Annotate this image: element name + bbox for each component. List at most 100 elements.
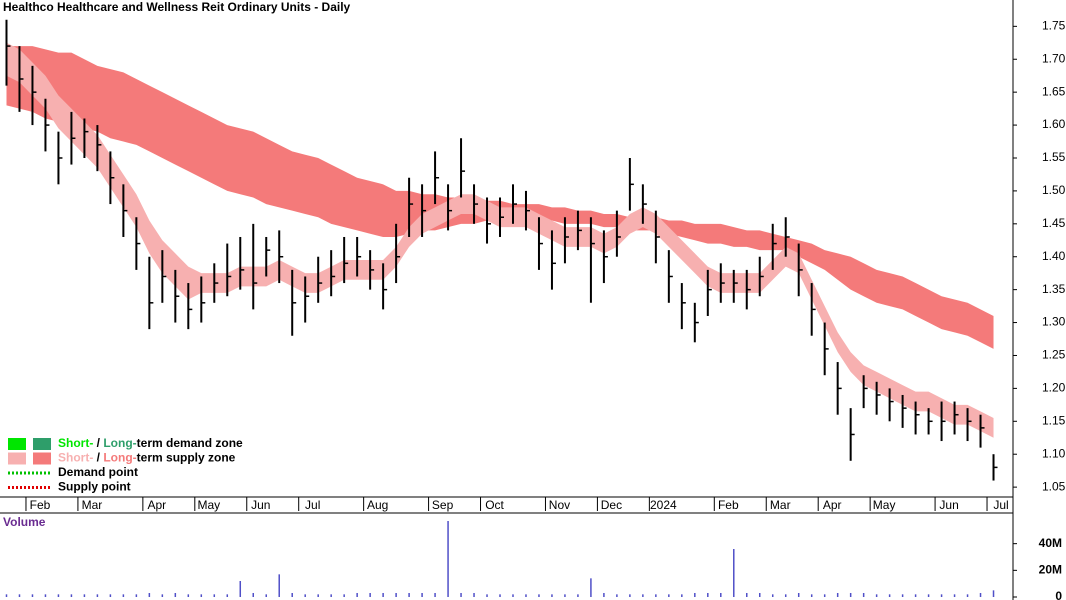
volume-bar — [849, 593, 852, 597]
x-tick-label: 2024 — [650, 498, 677, 512]
legend-part: Demand point — [58, 465, 138, 479]
volume-bar — [953, 594, 956, 597]
x-tick-label: Feb — [30, 498, 51, 512]
volume-bar — [564, 594, 566, 597]
volume-title: Volume — [3, 515, 46, 529]
x-tick-label: Jul — [993, 498, 1008, 512]
volume-bar — [109, 594, 112, 597]
legend-swatch — [8, 452, 26, 465]
y-tick-label: 1.20 — [1042, 381, 1066, 395]
volume-bar — [278, 574, 280, 597]
volume-bar — [486, 594, 488, 597]
x-tick-label: Oct — [485, 498, 504, 512]
volume-bar — [655, 594, 657, 597]
volume-bar — [914, 594, 917, 597]
volume-bar — [823, 594, 826, 597]
volume-bar — [421, 593, 423, 597]
volume-tick-label: 40M — [1039, 536, 1062, 550]
x-tick-label: Feb — [718, 498, 739, 512]
x-tick-label: Apr — [823, 498, 842, 512]
volume-bar — [304, 594, 306, 597]
volume-bar — [784, 594, 787, 597]
volume-bar — [512, 594, 514, 597]
volume-bar — [810, 594, 813, 597]
volume-bar — [57, 594, 60, 597]
legend-part: Long- — [103, 436, 136, 450]
volume-bar — [382, 593, 384, 597]
volume-bar — [629, 594, 631, 597]
x-tick-label: Dec — [601, 498, 622, 512]
legend-part: Long- — [103, 451, 136, 465]
volume-bar — [473, 593, 475, 597]
legend-label: Short- / Long-term supply zone — [58, 451, 236, 465]
x-tick-label: Mar — [82, 498, 103, 512]
y-tick-label: 1.30 — [1042, 315, 1066, 329]
y-tick-label: 1.75 — [1042, 19, 1066, 33]
zone-band — [6, 42, 994, 438]
volume-bar — [525, 594, 527, 597]
volume-bar — [499, 594, 501, 597]
volume-bar — [940, 594, 943, 597]
volume-bar — [992, 590, 995, 597]
x-tick-label: Sep — [432, 498, 454, 512]
y-tick-label: 1.50 — [1042, 183, 1066, 197]
legend-part: term demand zone — [137, 436, 243, 450]
y-tick-label: 1.65 — [1042, 84, 1066, 98]
y-tick-label: 1.10 — [1042, 446, 1066, 460]
volume-bar — [759, 593, 761, 597]
y-tick-label: 1.05 — [1042, 479, 1066, 493]
volume-bar — [590, 578, 592, 597]
volume-bar — [797, 593, 800, 597]
volume-bar — [733, 549, 735, 597]
x-tick-label: Jul — [305, 498, 320, 512]
y-tick-label: 1.55 — [1042, 150, 1066, 164]
volume-bar — [330, 594, 332, 597]
x-tick-label: Jun — [939, 498, 958, 512]
volume-bar — [836, 593, 839, 597]
volume-bar — [694, 593, 696, 597]
volume-bar — [434, 593, 436, 597]
volume-bar — [746, 593, 748, 597]
legend-swatch — [33, 452, 51, 465]
volume-bar — [707, 593, 709, 597]
y-tick-label: 1.40 — [1042, 249, 1066, 263]
x-tick-label: Apr — [148, 498, 167, 512]
volume-bar — [577, 594, 579, 597]
volume-tick-label: 20M — [1039, 563, 1062, 577]
volume-bar — [96, 594, 99, 597]
volume-bar — [18, 594, 21, 597]
legend-part: / — [93, 436, 103, 450]
volume-bar — [901, 594, 904, 597]
legend-label: Demand point — [58, 465, 138, 479]
volume-bar — [226, 594, 229, 597]
y-tick-label: 1.25 — [1042, 348, 1066, 362]
volume-bar — [966, 594, 969, 597]
volume-bar — [603, 593, 605, 597]
y-tick-label: 1.45 — [1042, 216, 1066, 230]
legend-part: / — [93, 451, 103, 465]
volume-tick-label: 0 — [1055, 589, 1062, 600]
x-tick-label: May — [873, 498, 896, 512]
volume-bar — [291, 593, 293, 597]
volume-bar — [616, 594, 618, 597]
legend-part: Supply point — [58, 480, 131, 494]
x-tick-label: May — [197, 498, 220, 512]
volume-bar — [135, 594, 138, 597]
volume-bar — [447, 521, 449, 597]
volume-bar — [5, 594, 8, 597]
volume-bar — [174, 593, 177, 597]
chart-title: Healthco Healthcare and Wellness Reit Or… — [3, 0, 351, 14]
volume-bar — [317, 594, 319, 597]
y-tick-label: 1.70 — [1042, 51, 1066, 65]
volume-bar — [122, 594, 125, 597]
volume-bar — [395, 593, 397, 597]
volume-bar — [551, 594, 553, 597]
legend-part: Short- — [58, 436, 93, 450]
volume-bar — [265, 594, 267, 597]
legend-part: Short- — [58, 451, 93, 465]
legend-part: term supply zone — [137, 451, 236, 465]
volume-bar — [239, 581, 242, 597]
volume-bar — [538, 594, 540, 597]
volume-bar — [408, 593, 410, 597]
